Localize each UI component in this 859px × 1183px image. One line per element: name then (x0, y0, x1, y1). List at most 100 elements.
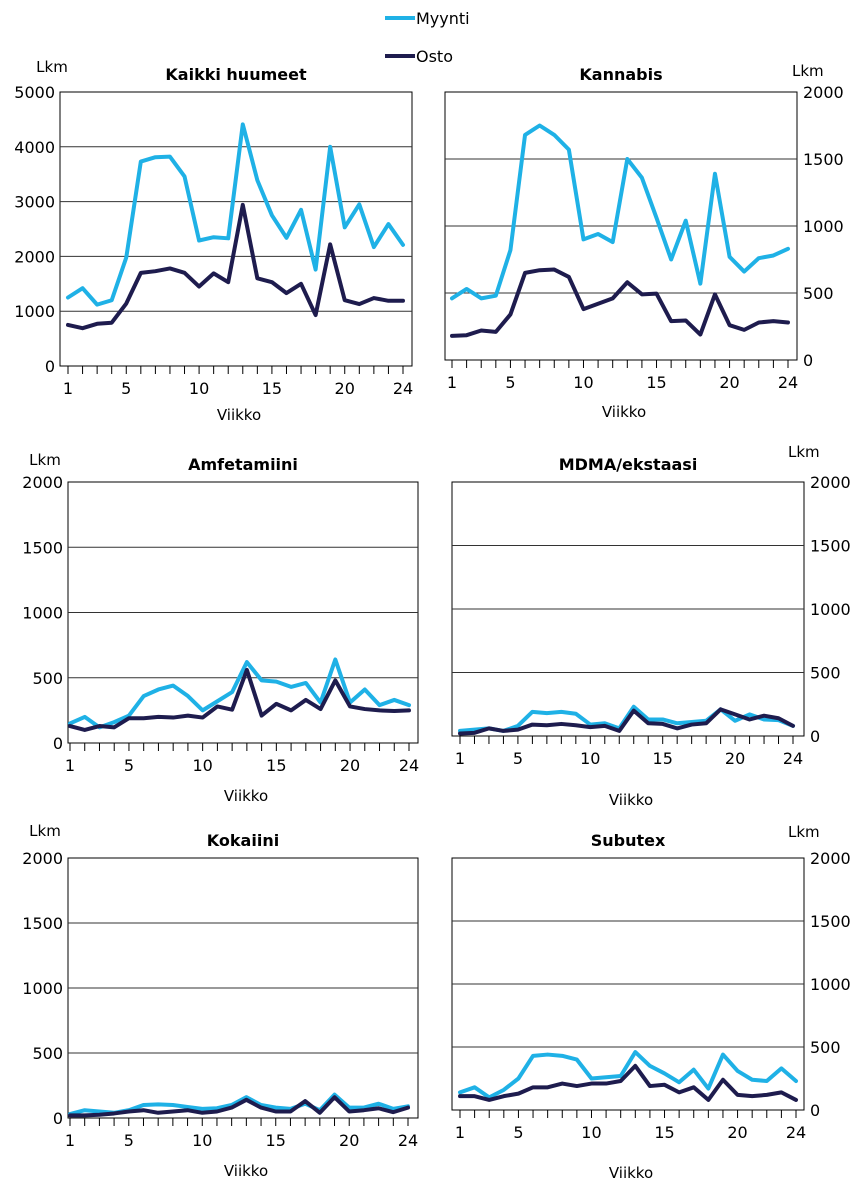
x-tick-label: 20 (340, 756, 360, 775)
x-tick-label: 15 (646, 373, 666, 392)
x-tick-label: 15 (654, 1123, 674, 1142)
x-axis-label: Viikko (609, 1164, 653, 1182)
chart-title: Kannabis (579, 65, 662, 84)
series-line-osto (458, 707, 795, 736)
x-tick-label: 1 (65, 1131, 75, 1150)
x-tick-label: 10 (192, 1131, 212, 1150)
x-tick-label: 5 (121, 379, 131, 398)
x-tick-label: 20 (725, 749, 745, 768)
x-tick-label: 15 (266, 756, 286, 775)
y-tick-label: 2000 (14, 247, 55, 266)
legend: Myynti Osto (385, 9, 470, 66)
x-tick-label: 15 (262, 379, 282, 398)
x-tick-label: 10 (189, 379, 209, 398)
series-line-osto (458, 1063, 798, 1102)
series-line-osto (450, 267, 790, 338)
x-axis-label: Viikko (224, 787, 268, 805)
x-axis-label: Viikko (224, 1162, 268, 1180)
y-axis-label: Lkm (792, 62, 824, 80)
series-line-myynti (66, 122, 405, 307)
y-tick-label: 1000 (22, 604, 63, 623)
y-tick-label: 1000 (810, 600, 851, 619)
y-tick-label: 1000 (22, 979, 63, 998)
x-tick-label: 5 (513, 749, 523, 768)
y-axis-label: Lkm (29, 451, 61, 469)
y-tick-label: 1000 (14, 302, 55, 321)
series-myynti (66, 122, 405, 307)
x-tick-label: 15 (266, 1131, 286, 1150)
chart-title: Kaikki huumeet (165, 65, 307, 84)
y-tick-label: 2000 (810, 473, 851, 492)
series-line-osto (68, 1095, 410, 1118)
y-tick-label: 2000 (803, 83, 844, 102)
series-myynti (458, 1050, 798, 1100)
y-tick-label: 2000 (22, 849, 63, 868)
x-tick-label: 10 (581, 1123, 601, 1142)
x-tick-label: 20 (719, 373, 739, 392)
y-axis-label: Lkm (788, 823, 820, 841)
chart-title: Kokaiini (207, 831, 279, 850)
y-tick-label: 500 (32, 1044, 63, 1063)
y-tick-label: 3000 (14, 193, 55, 212)
y-tick-label: 0 (53, 1109, 63, 1128)
x-axis-label: Viikko (217, 406, 261, 424)
series-osto (68, 667, 411, 732)
x-tick-label: 20 (339, 1131, 359, 1150)
y-tick-label: 1500 (810, 537, 851, 556)
chart-title: MDMA/ekstaasi (559, 455, 698, 474)
x-tick-label: 1 (65, 756, 75, 775)
y-tick-label: 1500 (810, 912, 851, 931)
y-tick-label: 500 (32, 669, 63, 688)
x-tick-label: 10 (580, 749, 600, 768)
x-tick-label: 1 (63, 379, 73, 398)
series-osto (450, 267, 790, 338)
series-line-osto (66, 202, 405, 331)
y-axis-label: Lkm (36, 58, 68, 76)
series-myynti (450, 123, 790, 301)
x-tick-label: 15 (653, 749, 673, 768)
y-tick-label: 0 (53, 734, 63, 753)
chart-title: Subutex (591, 831, 666, 850)
plot-frame (59, 91, 413, 367)
y-axis-label: Lkm (29, 822, 61, 840)
y-tick-label: 0 (803, 351, 813, 370)
x-tick-label: 5 (124, 756, 134, 775)
series-osto (66, 202, 405, 331)
x-tick-label: 24 (398, 1131, 418, 1150)
x-axis-label: Viikko (602, 403, 646, 421)
x-tick-label: 24 (778, 373, 798, 392)
y-tick-label: 1500 (22, 914, 63, 933)
series-osto (68, 1095, 410, 1118)
x-axis-label: Viikko (609, 791, 653, 809)
y-tick-label: 500 (810, 664, 841, 683)
y-tick-label: 4000 (14, 138, 55, 157)
series-osto (458, 707, 795, 736)
x-tick-label: 20 (335, 379, 355, 398)
series-osto (458, 1063, 798, 1102)
x-tick-label: 24 (786, 1123, 806, 1142)
x-tick-label: 24 (393, 379, 413, 398)
legend-osto-label: Osto (416, 47, 453, 66)
x-tick-label: 1 (455, 1123, 465, 1142)
y-tick-label: 5000 (14, 83, 55, 102)
y-tick-label: 0 (810, 727, 820, 746)
x-tick-label: 5 (513, 1123, 523, 1142)
y-tick-label: 1000 (810, 975, 851, 994)
x-tick-label: 20 (727, 1123, 747, 1142)
x-tick-label: 24 (399, 756, 419, 775)
y-tick-label: 1500 (22, 538, 63, 557)
x-tick-label: 5 (505, 373, 515, 392)
x-tick-label: 5 (124, 1131, 134, 1150)
y-tick-label: 2000 (810, 849, 851, 868)
y-tick-label: 1000 (803, 217, 844, 236)
chart-title: Amfetamiini (188, 455, 298, 474)
legend-myynti-label: Myynti (416, 9, 470, 28)
y-tick-label: 2000 (22, 473, 63, 492)
series-myynti (68, 657, 411, 730)
